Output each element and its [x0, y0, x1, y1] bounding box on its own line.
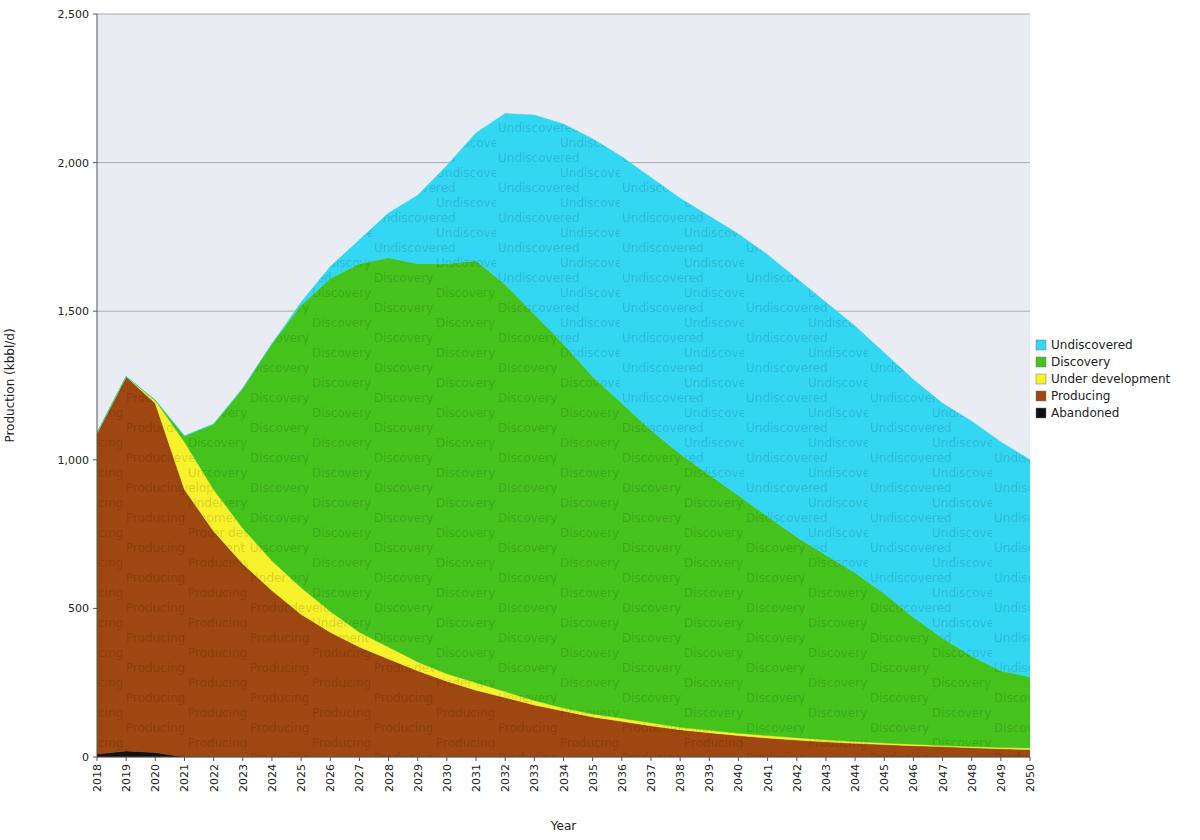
legend-label: Undiscovered [1051, 338, 1133, 352]
x-tick [330, 757, 331, 761]
x-tick [242, 757, 243, 761]
x-tick [1030, 757, 1031, 761]
x-tick [1000, 757, 1001, 761]
x-tick [884, 757, 885, 761]
x-tick [476, 757, 477, 761]
x-tick [534, 757, 535, 761]
x-tick [971, 757, 972, 761]
x-tick-label: 2040 [732, 764, 745, 792]
y-tick-label: 1,500 [58, 305, 90, 318]
y-tick-label: 500 [68, 602, 89, 615]
x-axis-label: Year [550, 819, 576, 833]
legend-swatch [1036, 374, 1046, 384]
legend-label: Discovery [1051, 355, 1110, 369]
x-tick-label: 2025 [295, 764, 308, 792]
x-tick-label: 2028 [383, 764, 396, 792]
x-tick [942, 757, 943, 761]
x-tick-label: 2037 [645, 764, 658, 792]
y-tick-label: 2,000 [58, 157, 90, 170]
y-tick-label: 2,500 [58, 8, 90, 21]
legend-swatch [1036, 391, 1046, 401]
x-tick-label: 2027 [353, 764, 366, 792]
x-tick-label: 2047 [937, 764, 950, 792]
x-tick-label: 2033 [528, 764, 541, 792]
x-tick-label: 2048 [966, 764, 979, 792]
x-tick [680, 757, 681, 761]
x-tick [155, 757, 156, 761]
legend-label: Producing [1051, 389, 1110, 403]
area [97, 114, 1030, 677]
x-tick [388, 757, 389, 761]
x-tick [213, 757, 214, 761]
y-tick [93, 14, 97, 15]
x-tick [505, 757, 506, 761]
x-tick [184, 757, 185, 761]
x-tick-label: 2041 [762, 764, 775, 792]
x-tick-label: 2031 [470, 764, 483, 792]
y-tick [93, 311, 97, 312]
x-tick-label: 2022 [208, 764, 221, 792]
x-tick-label: 2021 [178, 764, 191, 792]
x-tick-label: 2035 [587, 764, 600, 792]
x-tick-label: 2049 [995, 764, 1008, 792]
x-tick-label: 2046 [907, 764, 920, 792]
legend: Undiscovered Discovery Under development Pr… [1036, 338, 1171, 420]
x-tick [855, 757, 856, 761]
x-tick-label: 2018 [91, 764, 104, 792]
x-tick [563, 757, 564, 761]
chart: AbandonedAbandonedProducingProducingUnde… [0, 0, 1200, 840]
y-tick [93, 608, 97, 609]
legend-label: Abandoned [1051, 406, 1119, 420]
x-tick [126, 757, 127, 761]
areas [97, 114, 1030, 757]
x-tick-label: 2045 [878, 764, 891, 792]
x-tick [913, 757, 914, 761]
y-tick [93, 757, 97, 758]
x-tick-label: 2019 [120, 764, 133, 792]
y-tick [93, 162, 97, 163]
x-tick [97, 757, 98, 761]
legend-label: Under development [1051, 372, 1171, 386]
x-tick [796, 757, 797, 761]
legend-swatch [1036, 408, 1046, 418]
x-tick-label: 2024 [266, 764, 279, 792]
x-tick [825, 757, 826, 761]
x-tick-label: 2034 [558, 764, 571, 792]
x-tick-label: 2043 [820, 764, 833, 792]
y-tick-label: 0 [82, 751, 89, 764]
x-tick-label: 2050 [1024, 764, 1037, 792]
x-tick [271, 757, 272, 761]
x-tick-label: 2042 [791, 764, 804, 792]
y-axis [97, 14, 98, 757]
x-tick-label: 2032 [499, 764, 512, 792]
x-tick [417, 757, 418, 761]
x-tick [709, 757, 710, 761]
legend-swatch [1036, 357, 1046, 367]
x-tick-label: 2030 [441, 764, 454, 792]
x-tick-label: 2029 [412, 764, 425, 792]
y-axis-label: Production (kbbl/d) [3, 328, 17, 442]
x-tick [301, 757, 302, 761]
x-tick [738, 757, 739, 761]
y-tick-label: 1,000 [58, 454, 90, 467]
x-tick-label: 2036 [616, 764, 629, 792]
x-tick-label: 2020 [149, 764, 162, 792]
x-tick-label: 2023 [237, 764, 250, 792]
x-tick [446, 757, 447, 761]
y-tick [93, 459, 97, 460]
x-tick [650, 757, 651, 761]
x-tick-label: 2026 [324, 764, 337, 792]
x-tick-label: 2044 [849, 764, 862, 792]
plot-background [97, 14, 1030, 757]
legend-swatch [1036, 340, 1046, 350]
grid-line [97, 14, 1030, 15]
x-tick-label: 2039 [703, 764, 716, 792]
x-tick-label: 2038 [674, 764, 687, 792]
x-tick [359, 757, 360, 761]
x-tick [767, 757, 768, 761]
x-tick [592, 757, 593, 761]
x-tick [621, 757, 622, 761]
